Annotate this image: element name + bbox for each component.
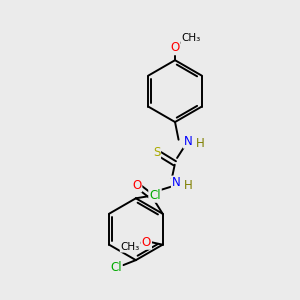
- Text: Cl: Cl: [149, 189, 161, 202]
- Text: H: H: [196, 137, 205, 150]
- Text: N: N: [172, 176, 181, 190]
- Text: O: O: [132, 178, 141, 191]
- Text: O: O: [142, 236, 151, 249]
- Text: N: N: [184, 135, 192, 148]
- Text: O: O: [170, 41, 180, 54]
- Text: Cl: Cl: [110, 261, 122, 274]
- Text: CH₃: CH₃: [121, 242, 140, 252]
- Text: H: H: [184, 179, 193, 192]
- Text: CH₃: CH₃: [182, 33, 201, 43]
- Text: S: S: [153, 146, 160, 159]
